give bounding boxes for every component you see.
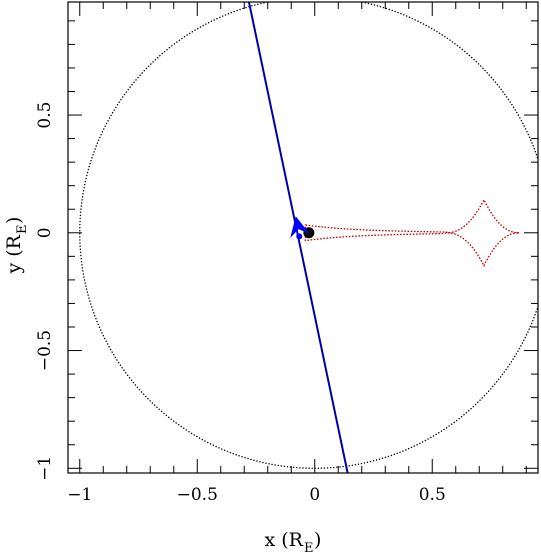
x-axis-label: x (R bbox=[265, 529, 304, 551]
y-tick-label: −1 bbox=[35, 456, 55, 481]
x-tick-label: −0.5 bbox=[177, 485, 218, 505]
x-tick-label: −1 bbox=[67, 485, 92, 505]
tick-labels: −1 −0.5 0 0.5 −1 −0.5 0 0.5 bbox=[35, 102, 446, 505]
plot-area bbox=[79, 2, 538, 473]
x-axis-label-close: ) bbox=[314, 529, 321, 551]
y-tick-label: 0.5 bbox=[35, 102, 55, 129]
x-tick-label: 0.5 bbox=[419, 485, 446, 505]
direction-arrow bbox=[290, 216, 310, 238]
caustic-curve bbox=[304, 198, 520, 268]
x-axis-label-subscript: E bbox=[304, 541, 314, 555]
plot-frame bbox=[67, 1, 539, 474]
source-point bbox=[296, 233, 303, 240]
y-axis-label-subscript: E bbox=[15, 225, 30, 235]
x-tick-label: 0 bbox=[309, 485, 320, 505]
y-tick-label: 0 bbox=[35, 227, 55, 238]
y-axis-label: y (R bbox=[3, 234, 25, 274]
y-axis-label-close: ) bbox=[3, 217, 25, 224]
ticks bbox=[68, 2, 538, 473]
y-tick-label: −0.5 bbox=[35, 330, 55, 371]
